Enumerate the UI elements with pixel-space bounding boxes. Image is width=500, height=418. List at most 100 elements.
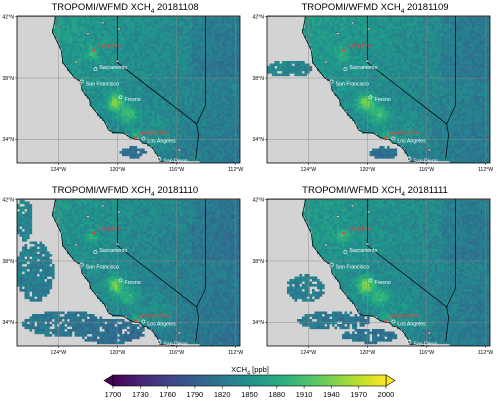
city-label-san-francisco: San Francisco xyxy=(86,264,119,270)
colorbar-tick-label: 1820 xyxy=(214,390,231,399)
panel-title: TROPOMI/WFMD XCH4 20181108 xyxy=(51,2,199,15)
lon-tick-label: 112°W xyxy=(228,167,243,173)
city-marker-fresno xyxy=(368,95,373,100)
colorbar-tick-label: 1880 xyxy=(268,390,285,399)
lat-tick-label: 42°N xyxy=(252,198,264,204)
lake-shape xyxy=(74,60,78,64)
colorbar-tick-label: 1790 xyxy=(187,390,204,399)
lon-tick-label: 120°W xyxy=(110,167,126,173)
city-marker-san-diego xyxy=(157,156,162,161)
panel-20181110: TROPOMI/WFMD XCH4 20181110 Sacramento San… xyxy=(0,183,250,368)
lon-tick-label: 120°W xyxy=(360,167,376,173)
fire-label-woolsey-fire: Woolsey Fire xyxy=(139,131,169,137)
city-marker-sacramento xyxy=(93,250,98,255)
city-label-sacramento: Sacramento xyxy=(349,248,377,254)
colorbar-title: XCH4 [ppb] xyxy=(231,365,269,377)
state-border-nevada xyxy=(196,16,206,125)
lake-shape xyxy=(100,21,105,25)
city-label-san-francisco: San Francisco xyxy=(336,81,369,87)
lon-tick-label: 120°W xyxy=(360,350,376,356)
map: Sacramento San Francisco Fresno Los Angeles… xyxy=(2,198,243,356)
coastline xyxy=(52,16,160,162)
fire-marker-camp-fire xyxy=(342,49,346,52)
colorbar-tick-label: 1700 xyxy=(105,390,122,399)
lake-shape xyxy=(350,21,355,25)
fire-marker-woolsey-fire xyxy=(384,319,388,322)
lat-tick-label: 38°N xyxy=(2,76,14,82)
lon-tick-label: 124°W xyxy=(301,167,317,173)
lon-tick-label: 116°W xyxy=(169,167,184,173)
lat-tick-label: 42°N xyxy=(2,15,14,21)
lake-shape xyxy=(427,148,432,152)
fire-label-camp-fire: Camp Fire xyxy=(97,43,121,49)
lake-shape xyxy=(115,60,120,63)
coastline xyxy=(52,199,160,345)
colorbar-tick-label: 1760 xyxy=(159,390,176,399)
state-border-nevada xyxy=(446,16,456,125)
city-marker-san-francisco xyxy=(329,79,334,84)
colorbar-tick-label: 1910 xyxy=(296,390,313,399)
city-label-los-angeles: Los Angeles xyxy=(147,138,176,144)
lon-tick-label: 124°W xyxy=(51,167,67,173)
lon-tick-label: 112°W xyxy=(478,167,493,173)
city-marker-san-francisco xyxy=(329,262,334,267)
mexico-border xyxy=(160,161,189,163)
fire-label-woolsey-fire: Woolsey Fire xyxy=(139,314,169,320)
panel-20181109: TROPOMI/WFMD XCH4 20181109 Sacramento San… xyxy=(250,0,500,185)
city-label-san-francisco: San Francisco xyxy=(86,81,119,87)
city-label-sacramento: Sacramento xyxy=(349,65,377,71)
fire-marker-woolsey-fire xyxy=(134,136,138,139)
map-frame xyxy=(266,198,491,347)
map-frame xyxy=(16,198,241,347)
city-label-san-francisco: San Francisco xyxy=(336,264,369,270)
city-label-sacramento: Sacramento xyxy=(99,65,127,71)
colorbar-tick-label: 1940 xyxy=(323,390,340,399)
lat-tick-label: 38°N xyxy=(252,76,264,82)
city-label-fresno: Fresno xyxy=(125,280,141,286)
city-label-los-angeles: Los Angeles xyxy=(397,321,426,327)
city-marker-sacramento xyxy=(343,250,348,255)
colorbar: 1700 1730 1760 1790 1820 1850 1880 1910 1940 1970… xyxy=(103,374,396,399)
xch4-field xyxy=(17,199,240,346)
lon-tick-label: 116°W xyxy=(419,350,434,356)
city-marker-san-diego xyxy=(157,339,162,344)
fire-label-camp-fire: Camp Fire xyxy=(97,226,121,232)
fire-label-woolsey-fire: Woolsey Fire xyxy=(389,131,419,137)
city-label-fresno: Fresno xyxy=(375,280,391,286)
lat-tick-label: 34°N xyxy=(2,320,14,326)
colorbar-tick-label: 1970 xyxy=(350,390,367,399)
lake-shape xyxy=(117,27,121,31)
fire-label-woolsey-fire: Woolsey Fire xyxy=(389,314,419,320)
lake-shape xyxy=(177,148,182,152)
city-marker-san-diego xyxy=(407,156,412,161)
mexico-border xyxy=(410,344,439,346)
panel-20181108: TROPOMI/WFMD XCH4 20181108 Sacramento San… xyxy=(0,0,250,185)
fire-label-camp-fire: Camp Fire xyxy=(347,43,371,49)
lake-shape xyxy=(336,32,340,35)
city-label-san-diego: San Diego xyxy=(163,342,187,348)
city-marker-fresno xyxy=(118,278,123,283)
lat-tick-label: 38°N xyxy=(252,259,264,265)
lake-shape xyxy=(74,243,78,247)
fire-marker-camp-fire xyxy=(342,232,346,235)
city-marker-san-francisco xyxy=(79,262,84,267)
fire-marker-camp-fire xyxy=(92,49,96,52)
lake-shape xyxy=(115,243,120,246)
colorbar-low-arrow xyxy=(103,374,114,387)
xch4-field xyxy=(52,16,240,163)
lake-shape xyxy=(336,215,340,218)
colorbar-gradient xyxy=(112,374,387,387)
fire-marker-woolsey-fire xyxy=(384,136,388,139)
city-marker-sacramento xyxy=(343,67,348,72)
state-border-nevada xyxy=(196,199,206,308)
lake-shape xyxy=(177,331,182,335)
panel-title: TROPOMI/WFMD XCH4 20181109 xyxy=(301,2,449,15)
lake-shape xyxy=(324,60,328,64)
colorbar-tick-label: 1730 xyxy=(132,390,149,399)
city-label-san-diego: San Diego xyxy=(413,159,437,165)
mexico-border xyxy=(410,161,439,163)
city-marker-los-angeles xyxy=(391,319,396,324)
lake-shape xyxy=(86,32,90,35)
fire-label-camp-fire: Camp Fire xyxy=(347,226,371,232)
colorbar-tick-label: 1850 xyxy=(241,390,258,399)
